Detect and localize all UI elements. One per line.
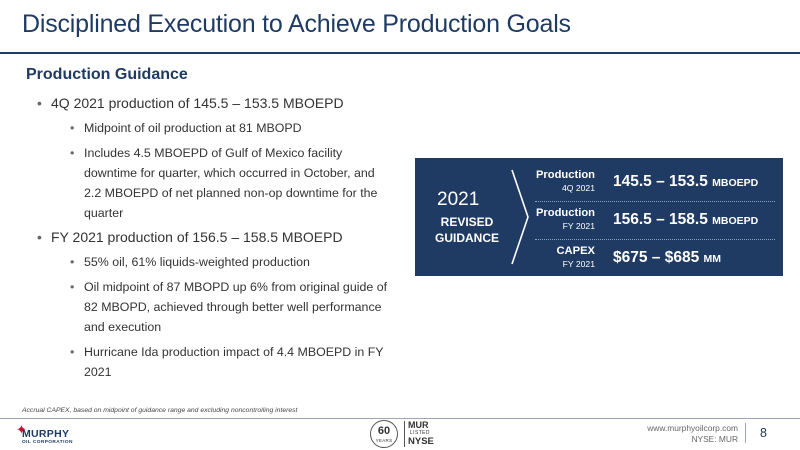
sub-bullet-oil-midpoint: Midpoint of oil production at 81 MBOPD <box>34 118 394 138</box>
row-value: 156.5 – 158.5 MBOEPD <box>613 211 758 229</box>
footer-vertical-divider <box>745 423 746 443</box>
row-value: 145.5 – 153.5 MBOEPD <box>613 173 758 191</box>
guidance-row-label: Production FY 2021 <box>535 206 595 232</box>
sub-bullet-downtime: Includes 4.5 MBOEPD of Gulf of Mexico fa… <box>34 143 394 223</box>
row-value-unit: MBOEPD <box>712 215 759 227</box>
footer-divider <box>0 418 800 419</box>
footnote: Accrual CAPEX, based on midpoint of guid… <box>22 407 298 414</box>
anniversary-word: YEARS <box>375 438 393 443</box>
row-value-range: $675 – $685 <box>613 249 700 266</box>
row-name: Production <box>535 169 595 181</box>
guidance-row-capex: CAPEX FY 2021 $675 – $685 MM <box>535 244 775 274</box>
sub-bullet-hurricane: Hurricane Ida production impact of 4.4 M… <box>34 342 394 382</box>
guidance-year: 2021 <box>437 189 480 210</box>
revised-guidance-box: 2021 REVISED GUIDANCE Production 4Q 2021… <box>415 158 783 276</box>
guidance-row-fy-production: Production FY 2021 156.5 – 158.5 MBOEPD <box>535 206 775 236</box>
section-heading: Production Guidance <box>26 66 188 83</box>
murphy-logo: ✦ MURPHY OIL CORPORATION <box>16 423 82 447</box>
row-name: Production <box>535 207 595 219</box>
row-name: CAPEX <box>556 245 595 257</box>
logo-name: MURPHY <box>22 428 70 440</box>
anniversary-nyse-badge: 60 YEARS MUR LISTED NYSE <box>370 419 444 449</box>
badge-listed: LISTED <box>410 430 430 436</box>
guidance-row-4q-production: Production 4Q 2021 145.5 – 153.5 MBOEPD <box>535 168 775 198</box>
row-value-range: 156.5 – 158.5 <box>613 211 708 228</box>
guidance-label-line1: REVISED <box>440 215 494 229</box>
anniversary-seal: 60 YEARS <box>370 420 398 448</box>
title-divider <box>0 52 800 54</box>
row-period: FY 2021 <box>562 259 595 269</box>
bullet-4q-production: 4Q 2021 production of 145.5 – 153.5 MBOE… <box>34 94 394 112</box>
guidance-row-label: Production 4Q 2021 <box>535 168 595 194</box>
badge-divider <box>404 421 405 447</box>
row-divider <box>535 201 775 202</box>
sub-bullet-oil-guide: Oil midpoint of 87 MBOPD up 6% from orig… <box>34 277 394 337</box>
row-period: 4Q 2021 <box>562 183 595 193</box>
guidance-label: REVISED GUIDANCE <box>430 214 504 246</box>
sub-bullet-oil-mix: 55% oil, 61% liquids-weighted production <box>34 252 394 272</box>
website-link[interactable]: www.murphyoilcorp.com <box>647 423 738 433</box>
guidance-label-line2: GUIDANCE <box>434 231 499 245</box>
chevron-right-icon <box>511 169 529 265</box>
star-icon: ✦ <box>16 422 27 437</box>
row-period: FY 2021 <box>562 221 595 231</box>
page-number: 8 <box>760 426 767 440</box>
badge-exchange: NYSE <box>408 436 434 447</box>
badge-ticker: MUR <box>408 420 429 430</box>
row-value-unit: MBOEPD <box>712 177 759 189</box>
bullet-fy-production: FY 2021 production of 156.5 – 158.5 MBOE… <box>34 228 394 246</box>
logo-subtitle: OIL CORPORATION <box>22 440 73 445</box>
anniversary-number: 60 <box>377 425 391 437</box>
row-value-unit: MM <box>703 253 722 265</box>
row-divider <box>535 239 775 240</box>
slide-title: Disciplined Execution to Achieve Product… <box>22 10 571 38</box>
guidance-bullet-list: 4Q 2021 production of 145.5 – 153.5 MBOE… <box>34 94 394 387</box>
row-value: $675 – $685 MM <box>613 249 721 267</box>
guidance-row-label: CAPEX FY 2021 <box>535 244 595 270</box>
row-value-range: 145.5 – 153.5 <box>613 173 708 190</box>
footer-ticker: NYSE: MUR <box>691 434 738 444</box>
